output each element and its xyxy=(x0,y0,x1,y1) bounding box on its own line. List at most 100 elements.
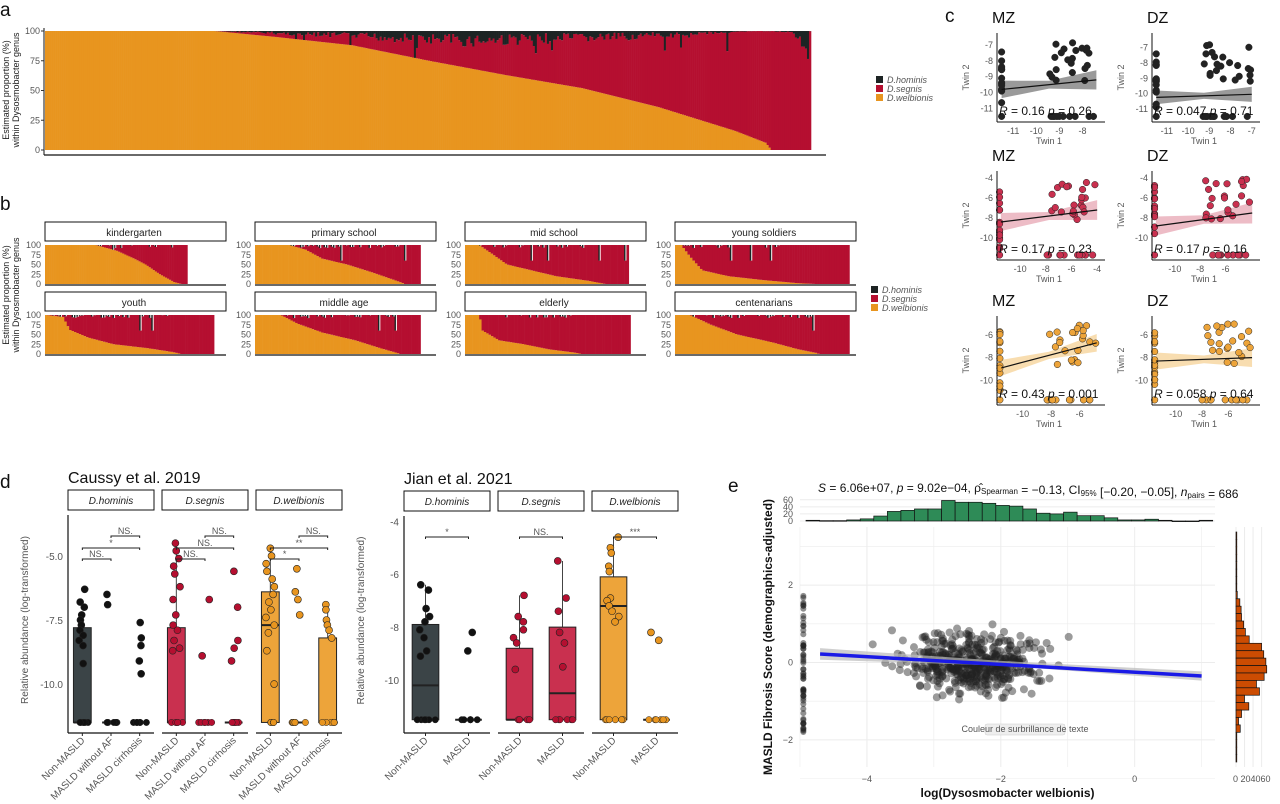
bar-segnis xyxy=(381,40,384,52)
bar-welbionis xyxy=(615,96,618,150)
y-tick-label: 0 xyxy=(36,349,41,359)
bar-hominis xyxy=(343,31,346,33)
bar-hominis xyxy=(788,31,792,33)
bar-welbionis xyxy=(769,280,773,284)
bar-segnis xyxy=(699,247,703,269)
bar-welbionis xyxy=(218,31,221,151)
bar-segnis xyxy=(373,33,376,50)
data-point xyxy=(171,539,180,547)
histogram-bar xyxy=(981,502,997,522)
data-point xyxy=(1031,638,1040,647)
data-point xyxy=(1004,673,1013,682)
data-point xyxy=(293,564,301,573)
bar-segnis xyxy=(827,245,830,284)
bar-segnis xyxy=(724,315,728,331)
bar-welbionis xyxy=(47,315,51,354)
bar-segnis xyxy=(540,40,544,82)
data-point xyxy=(1008,687,1017,696)
bar-segnis xyxy=(136,315,140,348)
data-point xyxy=(1074,359,1082,367)
bar-segnis xyxy=(651,32,655,106)
bar-welbionis xyxy=(697,318,701,354)
bar-hominis xyxy=(526,31,530,40)
data-point xyxy=(981,666,990,675)
bar-segnis xyxy=(581,247,585,281)
bar-segnis xyxy=(716,33,719,126)
bar-welbionis xyxy=(148,348,152,354)
bar-welbionis xyxy=(789,282,793,284)
bar-welbionis xyxy=(456,66,459,150)
bar-segnis xyxy=(413,245,417,284)
data-point xyxy=(76,598,84,606)
x-tick-label: -10 xyxy=(1168,264,1181,274)
bar-welbionis xyxy=(216,31,219,150)
data-point xyxy=(954,651,963,660)
bar-hominis xyxy=(171,245,173,248)
bar-welbionis xyxy=(399,282,402,284)
bar-welbionis xyxy=(514,266,517,284)
bar-segnis xyxy=(524,36,528,79)
bar-welbionis xyxy=(709,272,713,284)
data-point xyxy=(1152,112,1160,121)
bar-segnis xyxy=(605,34,608,95)
x-tick-label: -4 xyxy=(1093,264,1101,274)
bar-segnis xyxy=(764,315,768,341)
bar-segnis xyxy=(607,33,610,95)
bar-hominis xyxy=(248,31,251,33)
bar-segnis xyxy=(317,32,320,42)
bar-segnis xyxy=(481,245,485,248)
bar-segnis xyxy=(769,260,773,281)
bar-welbionis xyxy=(514,342,518,354)
bar-welbionis xyxy=(497,258,501,284)
bar-welbionis xyxy=(729,276,733,284)
data-point xyxy=(1220,194,1229,202)
bar-segnis xyxy=(538,315,541,348)
bar-welbionis xyxy=(593,281,597,284)
bar-welbionis xyxy=(335,43,338,150)
bar-segnis xyxy=(567,245,571,279)
bar-hominis xyxy=(148,315,151,318)
bar-segnis xyxy=(197,315,200,354)
bar-hominis xyxy=(528,315,531,318)
bar-segnis xyxy=(621,32,624,99)
data-point xyxy=(1219,75,1227,83)
bar-hominis xyxy=(579,31,582,35)
bar-welbionis xyxy=(587,89,590,150)
bar-segnis xyxy=(522,35,526,79)
bar-segnis xyxy=(573,33,576,87)
bar-welbionis xyxy=(706,122,709,150)
bar-segnis xyxy=(530,40,534,80)
bar-segnis xyxy=(480,42,483,71)
bar-hominis xyxy=(534,31,538,54)
y-tick-label: 25 xyxy=(661,339,671,349)
bar-welbionis xyxy=(368,271,372,284)
bar-welbionis xyxy=(51,31,54,150)
bar-welbionis xyxy=(675,112,679,150)
bar-segnis xyxy=(714,31,717,125)
bar-hominis xyxy=(599,31,602,34)
bar-welbionis xyxy=(331,43,334,151)
data-point xyxy=(1014,668,1023,677)
bar-segnis xyxy=(512,315,515,343)
bar-segnis xyxy=(230,31,233,33)
bar-welbionis xyxy=(280,37,284,150)
bar-welbionis xyxy=(389,53,393,150)
histogram-bar xyxy=(1235,754,1238,763)
bar-welbionis xyxy=(343,44,346,151)
bar-welbionis xyxy=(159,31,163,150)
data-point xyxy=(425,612,434,621)
bar-segnis xyxy=(502,247,506,262)
panel-label-c: c xyxy=(945,6,955,27)
bar-segnis xyxy=(686,35,689,116)
bar-segnis xyxy=(554,315,558,351)
bar-hominis xyxy=(401,31,405,42)
bar-hominis xyxy=(381,31,384,41)
data-point xyxy=(1206,202,1214,210)
data-point xyxy=(1019,685,1028,694)
bar-welbionis xyxy=(246,34,249,150)
bar-welbionis xyxy=(552,83,556,150)
bar-welbionis xyxy=(727,276,731,284)
